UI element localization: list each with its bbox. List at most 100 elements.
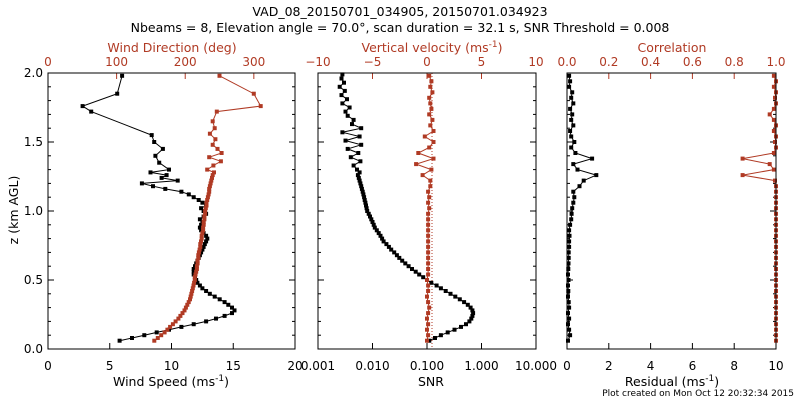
top-series-point: [196, 253, 201, 258]
bottom-series-point: [369, 217, 374, 222]
bottom-series-point: [378, 233, 383, 238]
bottom-series-point: [359, 126, 364, 131]
bottom-series-point: [343, 109, 348, 114]
top-series-point: [430, 117, 435, 122]
top-series-point: [773, 178, 777, 183]
bottom-series-point: [410, 267, 414, 271]
bottom-series-point: [175, 178, 180, 183]
top-series-point: [215, 146, 220, 151]
top-series-point: [767, 112, 772, 117]
bottom-series-point: [570, 112, 575, 117]
top-series-point: [212, 126, 217, 131]
bottom-series-point: [200, 286, 205, 291]
bottom-series-point: [371, 222, 376, 227]
bottom-series-point: [167, 167, 171, 172]
bottom-series-point: [350, 122, 354, 127]
top-series-point: [189, 291, 194, 296]
bottom-series-point: [361, 192, 366, 197]
bottom-series-point: [567, 239, 572, 244]
top-series-point: [428, 178, 433, 183]
top-series-point: [205, 195, 210, 200]
top-series-point: [426, 244, 431, 249]
bottom-series-point: [179, 324, 184, 329]
bottom-series-point: [115, 91, 120, 96]
bottom-series-point: [191, 322, 196, 327]
bottom-tick-label: 0: [563, 359, 571, 373]
bottom-series-point: [567, 327, 572, 332]
bottom-series-point: [366, 211, 371, 216]
bottom-series-point: [566, 283, 570, 288]
top-series-point: [773, 140, 777, 144]
top-series-point: [426, 289, 431, 293]
bottom-series-point: [153, 153, 158, 158]
bottom-series-point: [566, 250, 571, 255]
bottom-series-point: [569, 217, 574, 222]
top-series-point: [205, 198, 210, 202]
bottom-series-point: [427, 338, 432, 343]
bottom-series-point: [130, 336, 134, 340]
top-series-point: [192, 280, 197, 285]
y-tick-label: 2.0: [24, 66, 43, 80]
top-series-point: [426, 311, 431, 316]
top-series-point: [427, 305, 432, 310]
bottom-series-point: [164, 173, 169, 178]
bottom-series-point: [566, 255, 571, 260]
bottom-series-point: [376, 231, 381, 236]
bottom-series-point: [566, 289, 571, 293]
bottom-series-point: [89, 109, 94, 114]
bottom-series-point: [204, 289, 209, 293]
bottom-series-point: [139, 181, 144, 186]
top-series-point: [426, 200, 431, 205]
bottom-series-point: [392, 250, 397, 255]
bottom-series-point: [191, 195, 196, 200]
bottom-series-point: [566, 311, 570, 316]
bottom-series-point: [351, 163, 356, 168]
top-series-point: [185, 302, 190, 307]
panel-wind-frame: [47, 72, 296, 350]
bottom-series-point: [364, 203, 368, 208]
y-tick-label: 1.5: [24, 135, 43, 149]
bottom-series-point: [117, 338, 122, 343]
bottom-series-point: [197, 217, 202, 222]
bottom-tick-label: 6: [689, 359, 697, 373]
top-tick-label: 0: [44, 55, 52, 69]
top-tick-label: −5: [364, 55, 382, 69]
bottom-series-point: [230, 305, 234, 310]
top-series-point: [210, 173, 215, 178]
top-series-point: [192, 275, 197, 280]
bottom-series-point: [339, 76, 344, 81]
top-series-point: [251, 91, 256, 96]
bottom-series-point: [342, 88, 347, 93]
top-series-point: [197, 247, 202, 252]
bottom-tick-label: 2: [605, 359, 613, 373]
bottom-series-point: [465, 302, 470, 307]
top-series-point: [428, 123, 433, 128]
top-series-point: [162, 330, 167, 335]
bottom-series-point: [567, 228, 572, 233]
bottom-series-point: [80, 104, 85, 109]
bottom-series-point: [345, 146, 350, 151]
top-series-point: [194, 269, 199, 274]
top-series-point: [207, 131, 212, 136]
bottom-series-point: [434, 283, 439, 288]
bottom-series-point: [571, 189, 576, 194]
bottom-series-point: [568, 106, 573, 111]
bottom-series-point: [445, 330, 450, 335]
top-series-point: [425, 327, 429, 332]
top-series-point: [182, 308, 187, 313]
top-series-point: [199, 239, 203, 244]
bottom-series-point: [340, 130, 345, 135]
top-series-point: [426, 255, 431, 260]
top-series-point: [152, 338, 157, 343]
title-line-1: VAD_08_20150701_034905, 20150701.034923: [252, 4, 547, 19]
y-tick-label: 1.0: [24, 204, 43, 218]
bottom-series-point: [179, 189, 184, 194]
bottom-series-point: [459, 324, 463, 329]
top-series-point: [183, 305, 188, 310]
bottom-series-point: [368, 214, 372, 219]
bottom-series-point: [348, 155, 353, 160]
bottom-series-point: [417, 272, 422, 277]
bottom-series-point: [570, 90, 575, 95]
bottom-series-point: [204, 233, 209, 238]
bottom-series-point: [381, 239, 386, 244]
